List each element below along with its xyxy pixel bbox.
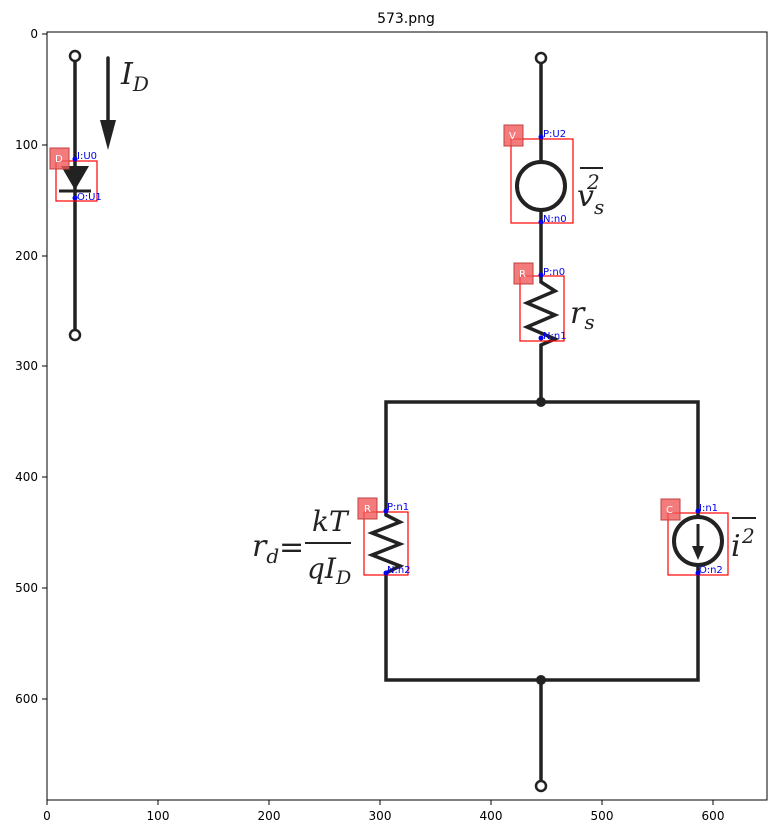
series-res-label: rs (570, 296, 595, 334)
pin-dot (538, 219, 544, 225)
y-tick-label: 400 (15, 470, 38, 484)
y-tick-label: 0 (30, 27, 38, 41)
pin-label: O:n2 (699, 565, 723, 576)
noise-voltage-label: vs (577, 179, 604, 219)
pin-dot (383, 570, 389, 576)
pin-label: I:U0 (77, 151, 97, 162)
arrowhead-icon (100, 120, 116, 150)
component-tag-badge (513, 262, 534, 285)
component-tag-badge (660, 498, 681, 521)
figure-title: 573.png (377, 11, 435, 27)
formula-equals: = (279, 530, 304, 565)
component-tag: C (666, 505, 673, 516)
diode-triangle-icon (61, 166, 89, 190)
x-tick-label: 300 (369, 809, 392, 823)
diode-current-label: ID (120, 57, 149, 96)
plot-frame (46, 31, 768, 801)
noise-voltage-exponent: 2 (586, 170, 600, 194)
y-axis: 0 100 200 300 400 500 600 (15, 27, 47, 706)
noise-model-circuit: vs 2 rs rd = kT qID i 2 (252, 51, 756, 793)
pin-label: N:n0 (543, 214, 567, 225)
diode-resistor-icon (367, 513, 405, 575)
terminal-icon (68, 328, 82, 342)
y-tick-label: 100 (15, 138, 38, 152)
voltage-source-icon (515, 160, 567, 212)
x-tick-label: 0 (43, 809, 51, 823)
component-tag-badge (503, 124, 524, 147)
pin-dot (383, 508, 389, 514)
component-tag: V (509, 131, 516, 142)
component-tag-badge (357, 497, 378, 520)
series-resistor-icon (522, 275, 560, 404)
arrowhead-icon (692, 546, 704, 560)
pin-label: N:n1 (543, 331, 567, 342)
terminal-icon (534, 51, 548, 65)
pin-label: O:U1 (77, 192, 102, 203)
component-tag: D (55, 154, 63, 165)
pin-label: N:n2 (387, 565, 411, 576)
formula-lhs: rd (252, 529, 279, 568)
pin-dot (695, 508, 701, 514)
y-tick-label: 200 (15, 249, 38, 263)
formula-denominator: qID (307, 552, 351, 589)
terminal-icon (68, 49, 82, 63)
diode-circuit: ID D I:U0 O:U1 (49, 49, 149, 342)
component-annotations: V P:U2 N:n0 R P:n0 N:n1 R P:n1 N:n2 C I:… (357, 124, 729, 576)
y-tick-label: 300 (15, 359, 38, 373)
pin-dot (538, 335, 544, 341)
component-tag: R (519, 269, 526, 280)
pin-dot (72, 156, 78, 162)
x-tick-label: 500 (591, 809, 614, 823)
y-tick-label: 500 (15, 581, 38, 595)
noise-current-exponent: 2 (741, 524, 755, 548)
component-tag-badge (49, 147, 70, 170)
component-tag: R (364, 504, 371, 515)
pin-label: P:n0 (543, 267, 565, 278)
terminal-icon (534, 779, 548, 793)
x-tick-label: 200 (258, 809, 281, 823)
y-tick-label: 600 (15, 692, 38, 706)
noise-current-label: i (731, 529, 741, 564)
formula-numerator: kT (312, 505, 350, 538)
pin-dot (538, 272, 544, 278)
pin-label: I:n1 (699, 503, 718, 514)
pin-dot (538, 134, 544, 140)
pin-dot (695, 570, 701, 576)
x-tick-label: 600 (702, 809, 725, 823)
x-tick-label: 400 (480, 809, 503, 823)
pin-label: P:U2 (543, 129, 566, 140)
pin-dot (72, 195, 78, 201)
x-axis: 0 100 200 300 400 500 600 (43, 800, 724, 823)
x-tick-label: 100 (147, 809, 170, 823)
pin-label: P:n1 (387, 502, 409, 513)
